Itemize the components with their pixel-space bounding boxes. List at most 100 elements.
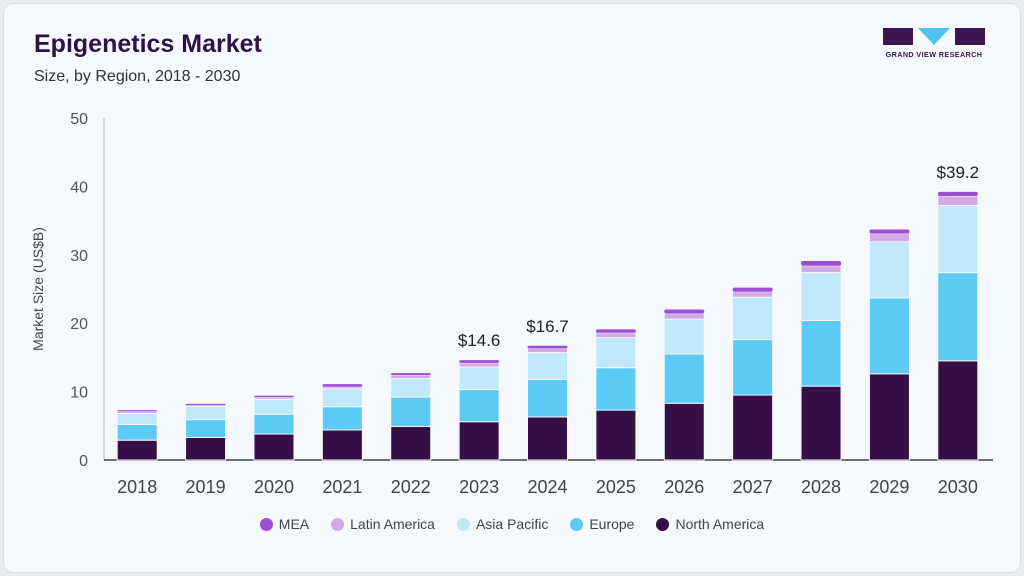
bar-segment-europe: [937, 272, 979, 362]
y-axis-title: Market Size (US$B): [30, 227, 46, 351]
bar-segment-asia-pacific: [390, 378, 432, 398]
legend-label: MEA: [278, 516, 310, 532]
x-tick-label: 2030: [938, 477, 978, 497]
bar-segment-latin-america: [458, 362, 500, 368]
legend-label: North America: [675, 516, 765, 532]
bar-segment-latin-america: [321, 386, 363, 390]
bar-segment-europe: [321, 406, 363, 431]
bar-segment-mea: [869, 229, 910, 234]
y-tick-label: 10: [70, 385, 88, 402]
y-tick-label: 40: [70, 179, 88, 196]
bar-segment-north-america: [800, 385, 842, 461]
bar-segment-latin-america: [937, 195, 979, 207]
bar-segment-asia-pacific: [868, 241, 910, 299]
bar-segment-europe: [390, 396, 432, 427]
y-tick-label: 50: [70, 111, 88, 128]
grand-view-research-logo: GRAND VIEW RESEARCH: [883, 28, 985, 59]
bar-segment-latin-america: [868, 233, 910, 243]
bar-segment-asia-pacific: [937, 205, 979, 274]
x-tick-label: 2026: [664, 477, 704, 497]
y-tick-label: 30: [70, 248, 88, 265]
bar-segment-latin-america: [595, 332, 637, 339]
bar-segment-latin-america: [527, 348, 568, 354]
bar-segment-europe: [527, 378, 568, 418]
bar-segment-asia-pacific: [732, 296, 774, 341]
bar-segment-mea: [459, 360, 500, 363]
legend-item-latin-america: Latin America: [331, 516, 435, 532]
bar-segment-north-america: [868, 373, 910, 461]
x-tick-label: 2022: [391, 477, 431, 497]
bar-segment-north-america: [937, 360, 979, 461]
x-tick-label: 2023: [459, 477, 499, 497]
x-tick-label: 2029: [869, 477, 909, 497]
legend-swatch: [570, 517, 584, 531]
bar-segment-asia-pacific: [116, 412, 158, 425]
bar-segment-mea: [937, 191, 978, 196]
bar-segment-asia-pacific: [458, 366, 500, 391]
bar-segment-latin-america: [185, 404, 227, 408]
bar-segment-north-america: [527, 416, 568, 461]
legend-swatch: [656, 517, 670, 531]
bar-segment-asia-pacific: [595, 337, 637, 369]
x-tick-label: 2021: [322, 477, 362, 497]
legend-item-north-america: North America: [656, 516, 764, 532]
legend-item-mea: MEA: [259, 516, 310, 532]
bar-segment-europe: [732, 339, 774, 396]
bar-segment-north-america: [663, 402, 705, 461]
bar-segment-asia-pacific: [321, 388, 363, 408]
legend: MEA Latin America Asia Pacific Europe North …: [0, 516, 1024, 532]
x-tick-label: 2024: [527, 477, 567, 497]
svg-text:GRAND VIEW RESEARCH: GRAND VIEW RESEARCH: [886, 50, 983, 59]
chart-subtitle: Size, by Region, 2018 - 2030: [34, 68, 241, 85]
bar-segment-asia-pacific: [527, 352, 568, 380]
chart-card: Epigenetics Market Size, by Region, 2018…: [3, 3, 1021, 573]
legend-item-asia-pacific: Asia Pacific: [456, 516, 549, 532]
bar-segment-europe: [185, 419, 227, 438]
bar-segment-europe: [116, 423, 158, 441]
bar-segment-asia-pacific: [253, 398, 295, 415]
legend-label: Latin America: [350, 516, 435, 532]
bar-segment-north-america: [732, 394, 774, 461]
legend-label: Europe: [589, 516, 635, 532]
bar-segment-mea: [185, 403, 226, 406]
y-tick-label: 0: [79, 453, 88, 470]
y-tick-label: 20: [70, 316, 88, 333]
bar-segment-europe: [663, 353, 705, 404]
bar-segment-latin-america: [390, 374, 432, 380]
bar-segment-europe: [868, 297, 910, 375]
bar-segment-latin-america: [663, 313, 705, 320]
bar-segment-mea: [117, 410, 158, 412]
legend-swatch: [456, 517, 470, 531]
bar-segment-europe: [800, 319, 842, 387]
bar-segment-mea: [664, 309, 705, 314]
bar-segment-north-america: [321, 429, 363, 461]
bar-segment-asia-pacific: [185, 406, 227, 421]
bar-segment-asia-pacific: [800, 272, 842, 321]
bar-segment-mea: [390, 373, 431, 376]
bar-segment-mea: [801, 260, 842, 266]
bar-segment-mea: [595, 329, 636, 333]
legend-swatch: [331, 517, 345, 531]
x-tick-label: 2020: [254, 477, 294, 497]
bar-segment-north-america: [595, 409, 637, 461]
bar-segment-mea: [527, 345, 568, 349]
bar-segment-latin-america: [116, 410, 158, 414]
bar-segment-mea: [732, 287, 773, 292]
x-tick-label: 2019: [186, 477, 226, 497]
bar-segment-europe: [595, 367, 637, 411]
bar-segment-mea: [322, 384, 363, 387]
bar-segment-north-america: [458, 421, 500, 461]
bar-segment-latin-america: [253, 396, 295, 400]
x-tick-label: 2028: [801, 477, 841, 497]
bar-segment-north-america: [253, 433, 295, 461]
bar-segment-north-america: [185, 436, 227, 461]
legend-label: Asia Pacific: [475, 516, 549, 532]
bar-segment-asia-pacific: [663, 318, 705, 355]
data-label: $14.6: [458, 331, 501, 350]
data-label: $39.2: [937, 163, 980, 182]
bar-segment-mea: [253, 395, 294, 398]
x-tick-label: 2027: [733, 477, 773, 497]
bar-segment-latin-america: [800, 265, 842, 274]
legend-item-europe: Europe: [570, 516, 634, 532]
